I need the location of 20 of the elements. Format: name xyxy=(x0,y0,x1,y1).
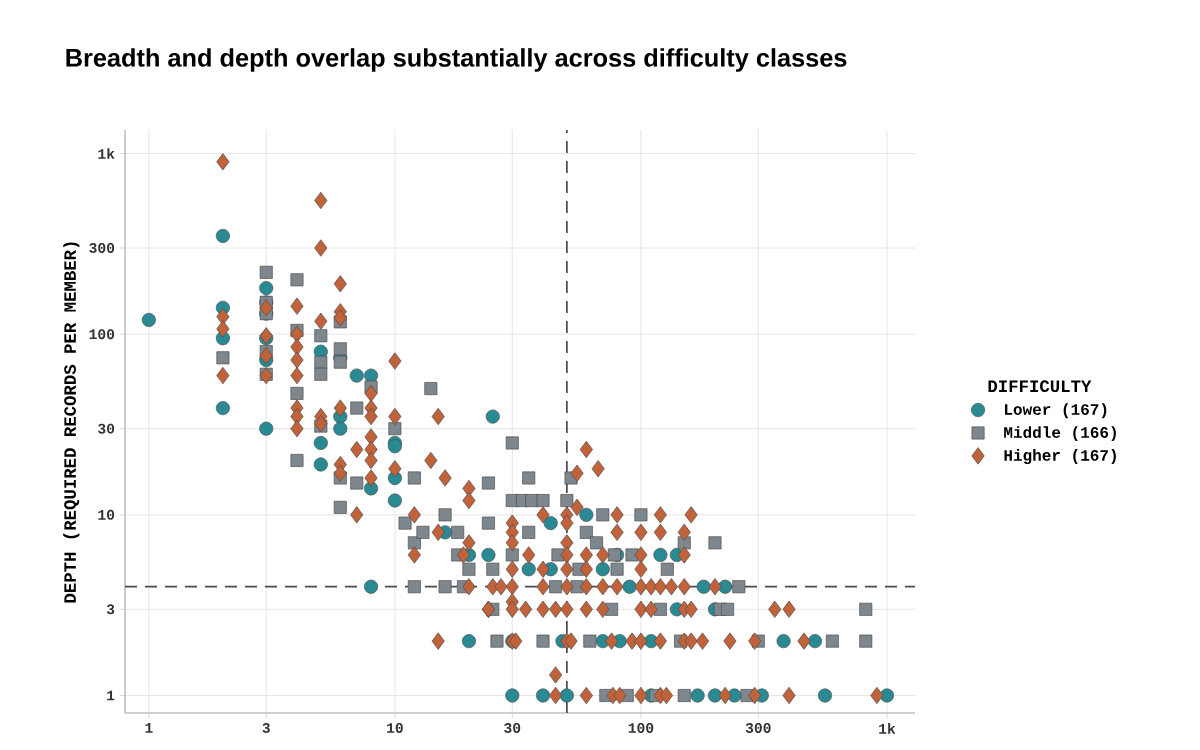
x-tick-label: 3 xyxy=(262,723,270,733)
x-tick-label: 1k xyxy=(879,723,896,734)
y-axis-title: DEPTH (REQUIRED RECORDS PER MEMBER) xyxy=(63,242,80,603)
y-tick-label: 1 xyxy=(107,690,115,701)
x-tick-label: 1 xyxy=(145,723,153,733)
y-tick-label: 10 xyxy=(98,509,115,520)
legend-label: Middle (166) xyxy=(1004,426,1116,442)
x-tick-label: 10 xyxy=(387,723,403,733)
x-tick-label: 100 xyxy=(628,723,654,733)
legend-label: Higher (167) xyxy=(1004,449,1116,465)
chart-title: Breadth and depth overlap substantially across difficulty classes xyxy=(66,48,847,72)
legend-label: Lower (167) xyxy=(1005,403,1107,419)
x-tick-label: 300 xyxy=(745,723,771,733)
y-tick-label: 1k xyxy=(98,148,115,159)
y-tick-label: 3 xyxy=(106,604,115,615)
x-tick-label: 30 xyxy=(504,723,521,733)
y-tick-label: 300 xyxy=(89,243,115,253)
legend-title: DIFFICULTY xyxy=(988,380,1092,393)
y-tick-label: 30 xyxy=(98,423,115,434)
y-tick-label: 100 xyxy=(89,329,115,340)
